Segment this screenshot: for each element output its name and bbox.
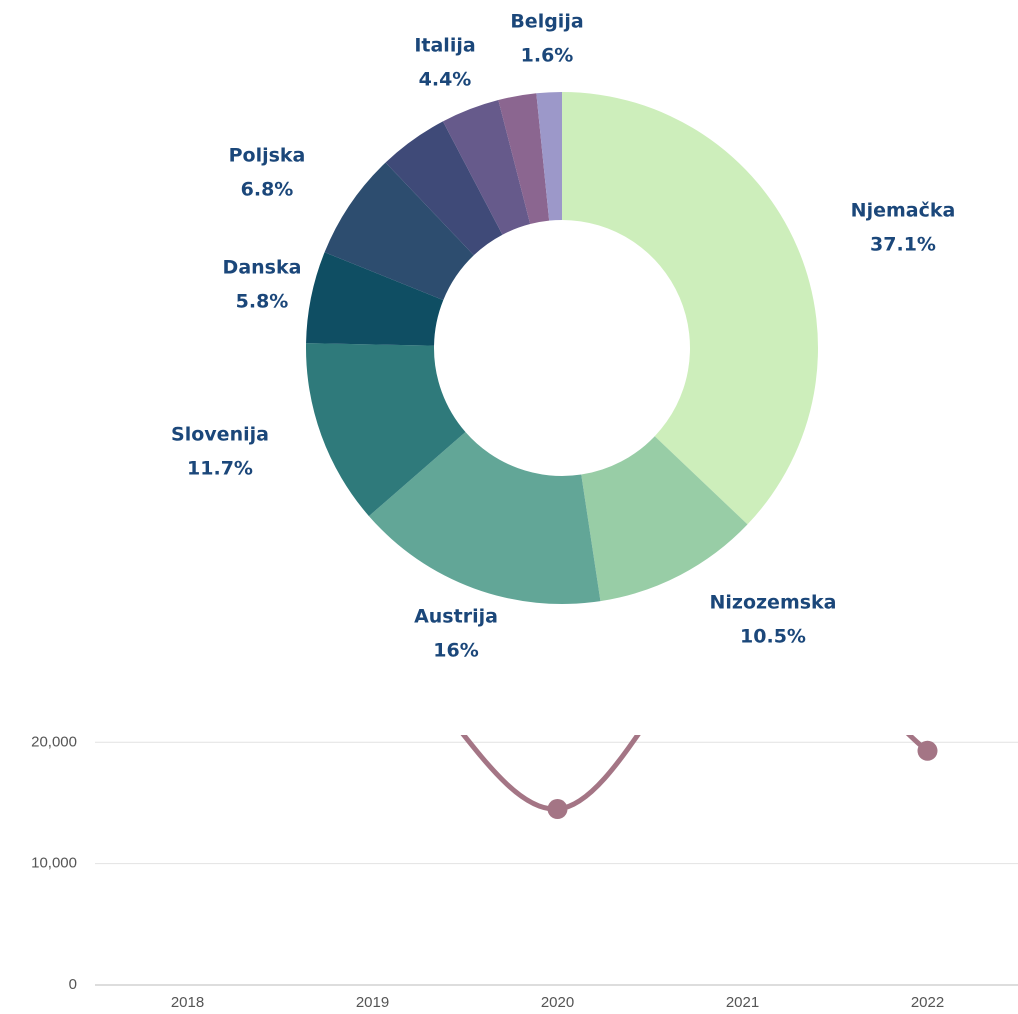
- data-point: [178, 672, 198, 692]
- donut-segment: [442, 100, 531, 235]
- segment-value: 6.8%: [241, 179, 294, 201]
- segment-value: 4.4%: [419, 69, 472, 91]
- data-point: [363, 635, 383, 655]
- plot-area: [178, 635, 938, 820]
- donut-segment: [305, 343, 466, 517]
- line-series: [460, 735, 929, 812]
- segment-value: 10.5%: [740, 626, 806, 648]
- segment-label: Slovenija: [171, 424, 269, 446]
- x-tick-label: 2020: [541, 994, 574, 1011]
- segment-label: Italija: [414, 35, 475, 57]
- x-tick-label: 2022: [911, 994, 944, 1011]
- segment-value: 1.6%: [521, 45, 574, 67]
- segment-label: Njemačka: [851, 200, 956, 222]
- donut-segment: [536, 92, 562, 221]
- data-point: [547, 799, 568, 820]
- segment-label: Belgija: [510, 11, 583, 33]
- y-tick-label: 10,000: [31, 855, 77, 872]
- x-tick-label: 2018: [171, 994, 204, 1011]
- donut-segment: [368, 432, 601, 604]
- y-tick-label: 0: [69, 976, 77, 993]
- line-chart: 0 10,000 20,000 2018 2019 2020 2021 2022: [31, 635, 1018, 1011]
- donut-segment: [498, 93, 550, 225]
- donut-segment: [306, 252, 444, 346]
- y-tick-label: 20,000: [31, 733, 77, 750]
- donut-segment: [562, 92, 819, 525]
- donut-segment: [385, 121, 503, 256]
- segment-label: Poljska: [229, 145, 306, 167]
- segment-value: 37.1%: [870, 234, 936, 256]
- segment-value: 11.7%: [187, 458, 253, 480]
- segment-label: Austrija: [414, 606, 498, 628]
- donut-chart: Njemačka 37.1% Nizozemska 10.5% Austrija 16% S…: [171, 11, 955, 662]
- donut-segment: [324, 162, 474, 301]
- segment-label: Nizozemska: [709, 592, 836, 614]
- data-point: [917, 740, 938, 761]
- segment-label: Danska: [223, 257, 302, 279]
- segment-value: 5.8%: [236, 291, 289, 313]
- donut-segment: [581, 436, 748, 602]
- x-tick-label: 2019: [356, 994, 389, 1011]
- segment-value: 16%: [433, 640, 478, 662]
- x-tick-label: 2021: [726, 994, 759, 1011]
